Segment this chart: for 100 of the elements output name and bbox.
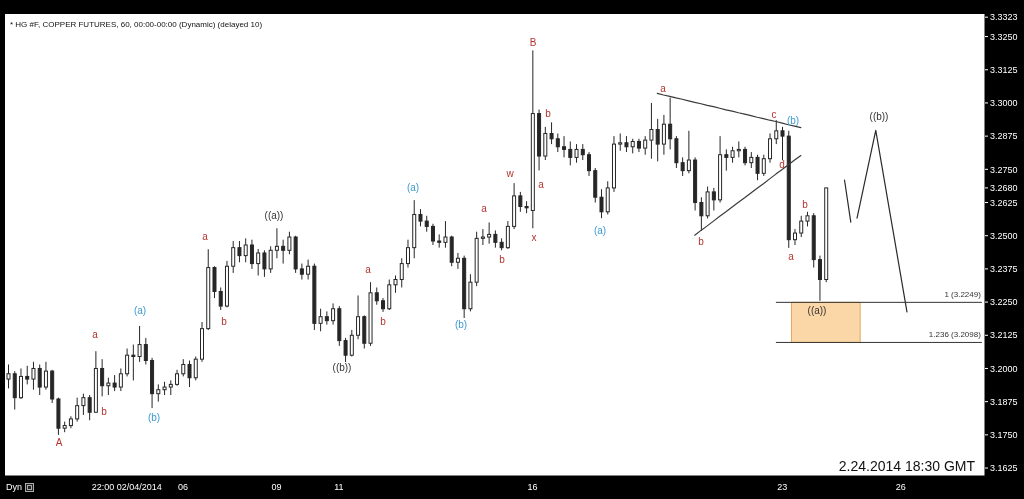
candlestick	[349, 329, 354, 358]
candlestick	[75, 397, 80, 423]
candlestick	[137, 325, 142, 363]
candlestick	[568, 140, 573, 166]
candlestick	[768, 132, 773, 164]
annotation: b	[499, 253, 506, 265]
candlestick	[237, 240, 242, 263]
annotation: (b)	[454, 318, 468, 330]
annotation: b	[101, 405, 108, 417]
annotation: w	[505, 167, 515, 179]
y-tick-label: 3.2000	[990, 363, 1018, 374]
annotation: ((b))	[869, 110, 889, 122]
candlestick	[274, 227, 279, 259]
y-tick-label: 3.1625	[990, 463, 1018, 474]
candlestick	[131, 344, 136, 381]
annotation: b	[802, 198, 809, 210]
annotation: b	[380, 315, 387, 327]
y-tick-label: 3.2875	[990, 131, 1018, 142]
annotation: c	[771, 108, 777, 120]
y-tick-label: 3.3000	[990, 98, 1018, 109]
annotation: ((b))	[332, 361, 352, 373]
candlestick	[649, 102, 654, 160]
candlestick	[443, 220, 448, 249]
annotation: a	[788, 250, 795, 262]
candlestick	[574, 143, 579, 164]
x-tick-label: 16	[527, 482, 538, 493]
candlestick	[587, 151, 592, 177]
annotation: 2.24.2014 18:30 GMT	[838, 458, 975, 474]
candlestick	[430, 223, 435, 246]
candlestick	[331, 302, 336, 326]
text: Dyn	[6, 482, 23, 492]
candlestick	[399, 257, 404, 288]
candlestick	[343, 337, 348, 363]
candlestick	[455, 252, 460, 270]
candlestick	[661, 114, 666, 156]
candlestick	[25, 365, 30, 385]
candlestick	[817, 255, 822, 302]
candlestick	[543, 126, 548, 161]
candlestick	[743, 146, 748, 166]
annotation: b	[221, 315, 228, 327]
candlestick	[555, 132, 560, 153]
y-tick-label: 3.2625	[990, 197, 1018, 208]
annotation: a	[365, 263, 372, 275]
annotation: b	[545, 107, 552, 119]
candlestick	[356, 294, 361, 340]
candlestick	[549, 121, 554, 145]
y-tick-label: 3.3125	[990, 64, 1018, 75]
annotation: A	[55, 436, 63, 448]
y-tick-label: 3.2750	[990, 164, 1018, 175]
annotation: (b)	[786, 114, 800, 126]
x-tick-label: 06	[177, 482, 188, 493]
candlestick	[306, 259, 311, 281]
candlestick	[243, 237, 248, 263]
candlestick	[405, 239, 410, 269]
candlestick	[799, 215, 804, 238]
candlestick	[605, 180, 610, 215]
candlestick	[299, 263, 304, 281]
y-tick-label: 3.3323	[990, 12, 1018, 23]
candlestick	[37, 363, 42, 396]
candlestick	[668, 97, 673, 150]
annotation: (a)	[593, 224, 607, 236]
y-tick-label: 3.2500	[990, 230, 1018, 241]
candlestick	[686, 130, 691, 174]
candlestick	[643, 135, 648, 156]
annotation: (a)	[406, 181, 420, 193]
y-tick-label: 3.1750	[990, 430, 1018, 441]
x-tick-label: 23	[777, 482, 788, 493]
annotation: x	[531, 231, 537, 243]
y-tick-label: 3.1875	[990, 396, 1018, 407]
candlestick	[262, 249, 267, 278]
y-tick-label: 3.3250	[990, 31, 1018, 42]
line-series	[656, 92, 802, 129]
candlestick	[268, 245, 273, 274]
candlestick	[100, 358, 105, 397]
candlestick	[761, 154, 766, 177]
x-tick-label: 09	[271, 482, 282, 493]
candlestick	[143, 337, 148, 365]
annotation: ((a))	[264, 209, 284, 221]
y-tick-label: 3.2375	[990, 264, 1018, 275]
x-tick-label: 26	[895, 482, 906, 493]
candlestick	[218, 286, 223, 311]
line-series	[694, 154, 802, 236]
candlestick	[43, 361, 48, 391]
x-tick-label: 11	[334, 482, 344, 493]
candlestick	[793, 228, 797, 246]
candlestick	[562, 135, 567, 158]
candlestick	[518, 191, 523, 213]
annotation: B	[529, 36, 537, 48]
candlestick	[480, 228, 485, 246]
candlestick	[193, 356, 198, 381]
candlestick	[780, 126, 785, 161]
annotation: a	[481, 202, 488, 214]
text: * HG #F, COPPER FUTURES, 60, 00:00-00:00 (Dynamic) (delayed 10)	[10, 20, 263, 29]
annotation: b	[698, 235, 705, 247]
candlestick	[655, 118, 660, 162]
candlestick	[711, 187, 716, 211]
candlestick	[249, 239, 254, 270]
candlestick	[487, 221, 492, 245]
candlestick	[505, 220, 510, 250]
candlestick	[387, 279, 392, 311]
